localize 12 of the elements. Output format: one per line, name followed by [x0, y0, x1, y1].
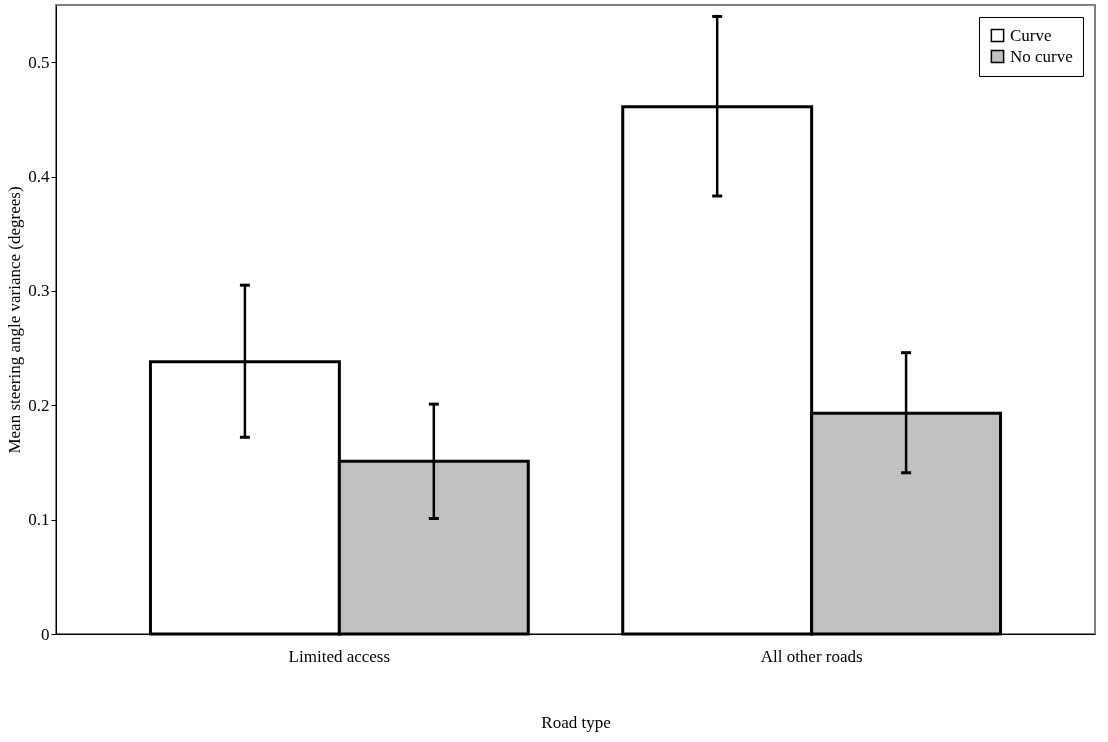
y-tick-label: 0.5	[28, 52, 50, 72]
x-tick-label: All other roads	[760, 646, 863, 666]
y-tick-label: 0.4	[28, 167, 50, 187]
y-tick-label: 0.2	[28, 395, 50, 415]
x-axis-title: Road type	[541, 712, 611, 732]
y-tick-label: 0	[41, 624, 50, 644]
x-tick-label: Limited access	[288, 646, 391, 666]
legend-label: Curve	[1010, 25, 1052, 45]
y-tick-label: 0.1	[28, 510, 50, 530]
y-tick-label: 0.3	[28, 281, 50, 301]
legend-label: No curve	[1010, 46, 1073, 66]
y-axis-title: Mean steering angle variance (degrees)	[5, 186, 25, 454]
